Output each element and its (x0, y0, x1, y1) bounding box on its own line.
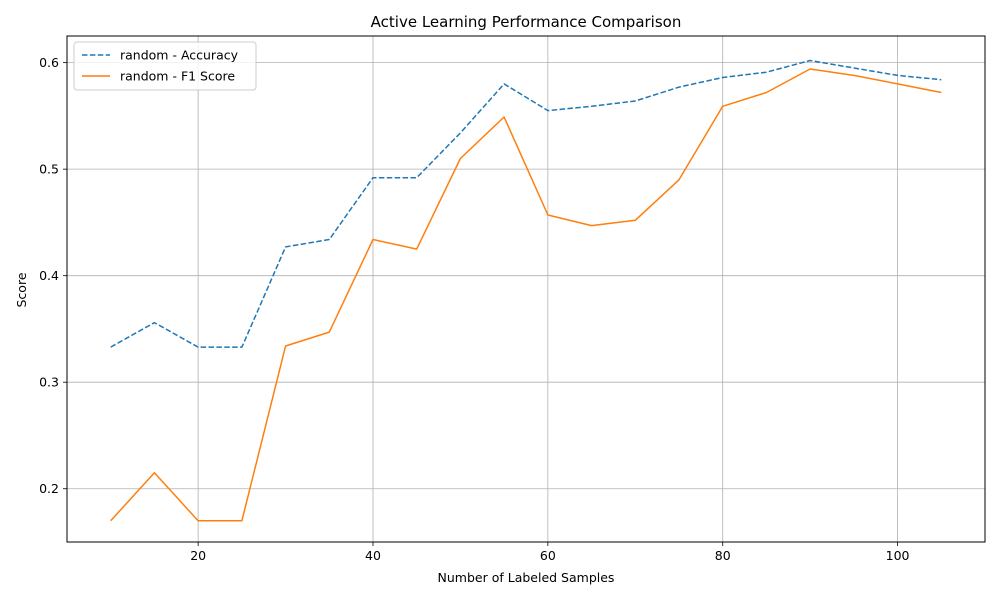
plot-frame (66, 35, 986, 543)
legend: random - Accuracy random - F1 Score (73, 41, 257, 91)
grid (67, 36, 985, 542)
x-axis: 20 40 60 80 100 (190, 542, 910, 563)
y-tick-label: 0.3 (39, 375, 59, 390)
y-axis: 0.2 0.3 0.4 0.5 0.6 (39, 55, 67, 496)
series-line-1 (110, 59, 942, 348)
legend-box (73, 41, 257, 91)
x-axis-title: Number of Labeled Samples (438, 570, 615, 585)
x-tick-label: 20 (190, 548, 206, 563)
y-tick-label: 0.2 (39, 481, 59, 496)
legend-label-1: random - Accuracy (120, 48, 239, 63)
y-tick-label: 0.4 (39, 268, 59, 283)
series-layer (110, 59, 942, 522)
x-tick-label: 40 (365, 548, 381, 563)
series-line-2 (110, 68, 942, 522)
x-tick-label: 100 (886, 548, 910, 563)
x-tick-label: 80 (715, 548, 731, 563)
chart-title: Active Learning Performance Comparison (371, 13, 682, 31)
y-tick-label: 0.5 (39, 162, 59, 177)
x-tick-label: 60 (540, 548, 556, 563)
y-axis-title: Score (14, 272, 29, 307)
legend-label-2: random - F1 Score (120, 69, 235, 84)
y-tick-label: 0.6 (39, 55, 59, 70)
